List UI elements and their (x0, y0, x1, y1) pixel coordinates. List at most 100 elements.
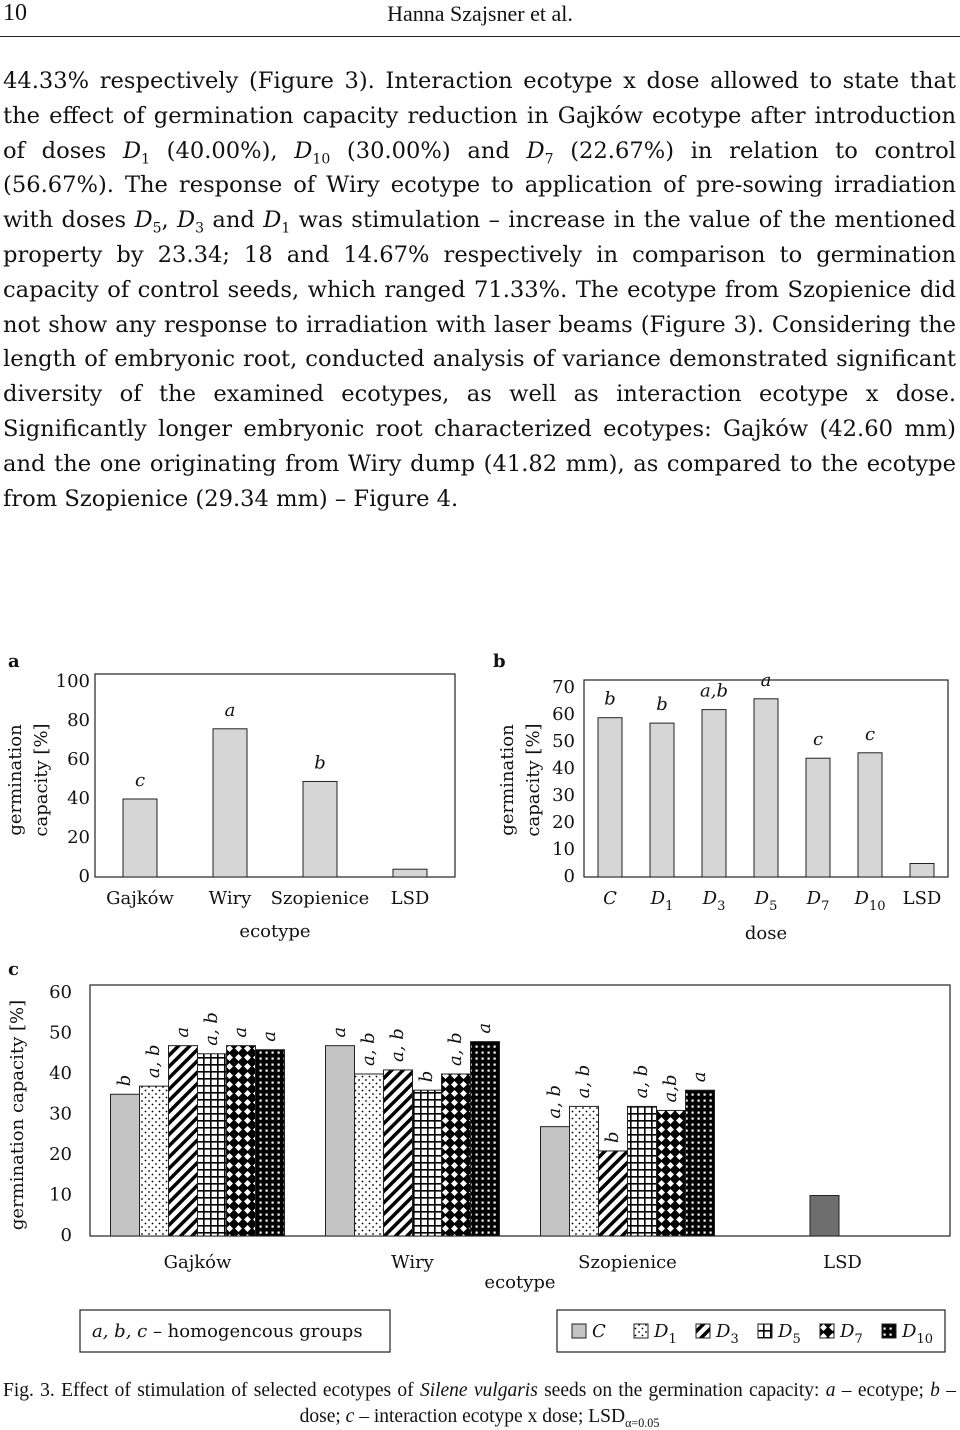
y-tick-label: 60 (49, 982, 72, 1003)
text-run: seeds on the germination capacity: (537, 1380, 826, 1401)
bar (701, 709, 727, 878)
bar (649, 722, 675, 878)
bar (226, 1045, 256, 1237)
x-tick-label: D1 (650, 888, 674, 914)
group-label: b (604, 689, 616, 710)
y-tick-label: 30 (49, 1104, 72, 1125)
y-tick-label: 80 (67, 710, 90, 731)
legend-label: D1 (653, 1321, 677, 1347)
italic-run: Silene vulgaris (419, 1380, 538, 1401)
bar (441, 1073, 471, 1237)
group-label: b (114, 1075, 135, 1087)
group-label: a, b (544, 1085, 565, 1119)
italic-run: D (122, 137, 142, 164)
x-tick-label: D7 (806, 888, 830, 914)
legend-label: D5 (777, 1321, 801, 1347)
subscript-run: 1 (281, 220, 291, 237)
y-tick-label: 0 (564, 866, 575, 887)
text-run: (40.00%), (149, 137, 295, 164)
subscript-run: α=0.05 (625, 1415, 660, 1430)
bar (909, 863, 935, 878)
bar (753, 698, 779, 878)
y-tick-label: 50 (49, 1023, 72, 1044)
x-tick-label: Wiry (209, 888, 253, 909)
x-tick-label: Szopienice (578, 1252, 677, 1273)
group-label: a, b (387, 1028, 408, 1062)
italic-run: a (825, 1380, 836, 1401)
group-label: c (813, 729, 823, 750)
group-label: a (761, 670, 772, 691)
bar (302, 780, 338, 878)
text-run: (30.00%) and (330, 137, 527, 164)
figure-caption: Fig. 3. Effect of stimulation of selecte… (3, 1378, 956, 1430)
y-tick-label: 30 (552, 785, 575, 806)
group-label: b (602, 1131, 623, 1143)
italic-run: D (263, 207, 282, 234)
legend-swatch (757, 1323, 773, 1339)
bar (122, 798, 158, 878)
y-tick-label: 10 (552, 839, 575, 860)
italic-run: D (526, 137, 545, 164)
subscript-run: 1 (141, 151, 150, 168)
group-label: a, b (358, 1032, 379, 1066)
text-run: – ecotype; (835, 1380, 931, 1401)
group-label: c (865, 724, 875, 745)
group-label: c (135, 770, 145, 791)
text-run: – interaction ecotype x dose; LSD (354, 1406, 626, 1427)
x-axis-title: ecotype (239, 921, 310, 942)
subscript-run: 10 (312, 151, 331, 168)
bar (656, 1109, 686, 1237)
bar (392, 868, 428, 878)
x-tick-label: Gajków (164, 1252, 232, 1273)
group-label: b (416, 1071, 437, 1083)
subscript-run: 3 (195, 220, 205, 237)
y-tick-label: 100 (56, 671, 90, 692)
group-label: a (689, 1071, 710, 1082)
x-tick-label: LSD (903, 888, 942, 909)
y-tick-label: 60 (552, 704, 575, 725)
x-axis-title: dose (745, 923, 787, 944)
bar (354, 1073, 384, 1237)
x-tick-label: Gajków (106, 888, 174, 909)
group-label: a (259, 1031, 280, 1042)
group-label: a, b (631, 1065, 652, 1099)
x-tick-label: C (603, 888, 617, 909)
y-tick-label: 20 (552, 812, 575, 833)
italic-run: D (177, 207, 196, 234)
bar (412, 1089, 442, 1237)
text-run: – dose; (299, 1380, 956, 1427)
x-axis-title: ecotype (484, 1272, 555, 1293)
group-label: a (474, 1023, 495, 1034)
legend-swatch (571, 1323, 587, 1339)
text-run: Fig. 3. Effect of stimulation of selecte… (3, 1380, 420, 1401)
subscript-run: 7 (544, 151, 554, 168)
x-tick-label: Szopienice (271, 888, 370, 909)
y-tick-label: 20 (49, 1144, 72, 1165)
text-run: (22.67%) in relation to control (56.67%)… (3, 137, 957, 234)
panel-label: a (8, 651, 20, 672)
italic-run: c (345, 1406, 355, 1427)
panel-label: b (493, 651, 506, 672)
bar (325, 1045, 355, 1237)
legend-label: D7 (839, 1321, 863, 1347)
y-axis-title: capacity [%] (523, 723, 544, 836)
group-label: a, b (201, 1012, 222, 1046)
bar (805, 757, 831, 878)
bar (857, 752, 883, 878)
body-text: 44.33% respectively (Figure 3). Interact… (3, 64, 956, 516)
plot-frame (89, 984, 951, 1237)
y-tick-label: 60 (67, 749, 90, 770)
running-head: Hanna Szajsner et al. (387, 1, 573, 26)
bar (598, 1150, 628, 1237)
y-tick-label: 10 (49, 1185, 72, 1206)
y-axis-title: capacity [%] (31, 723, 52, 836)
y-tick-label: 0 (79, 866, 90, 887)
note: a, b, c – homogencous groups (92, 1321, 363, 1342)
y-tick-label: 0 (61, 1225, 72, 1246)
text-run: 44.33% respectively (Figure 3). Interact… (3, 68, 956, 164)
note-box (79, 1309, 391, 1353)
x-tick-label: LSD (391, 888, 430, 909)
note-run: – homogencous groups (147, 1321, 362, 1342)
y-tick-label: 40 (67, 788, 90, 809)
bar (540, 1126, 570, 1237)
